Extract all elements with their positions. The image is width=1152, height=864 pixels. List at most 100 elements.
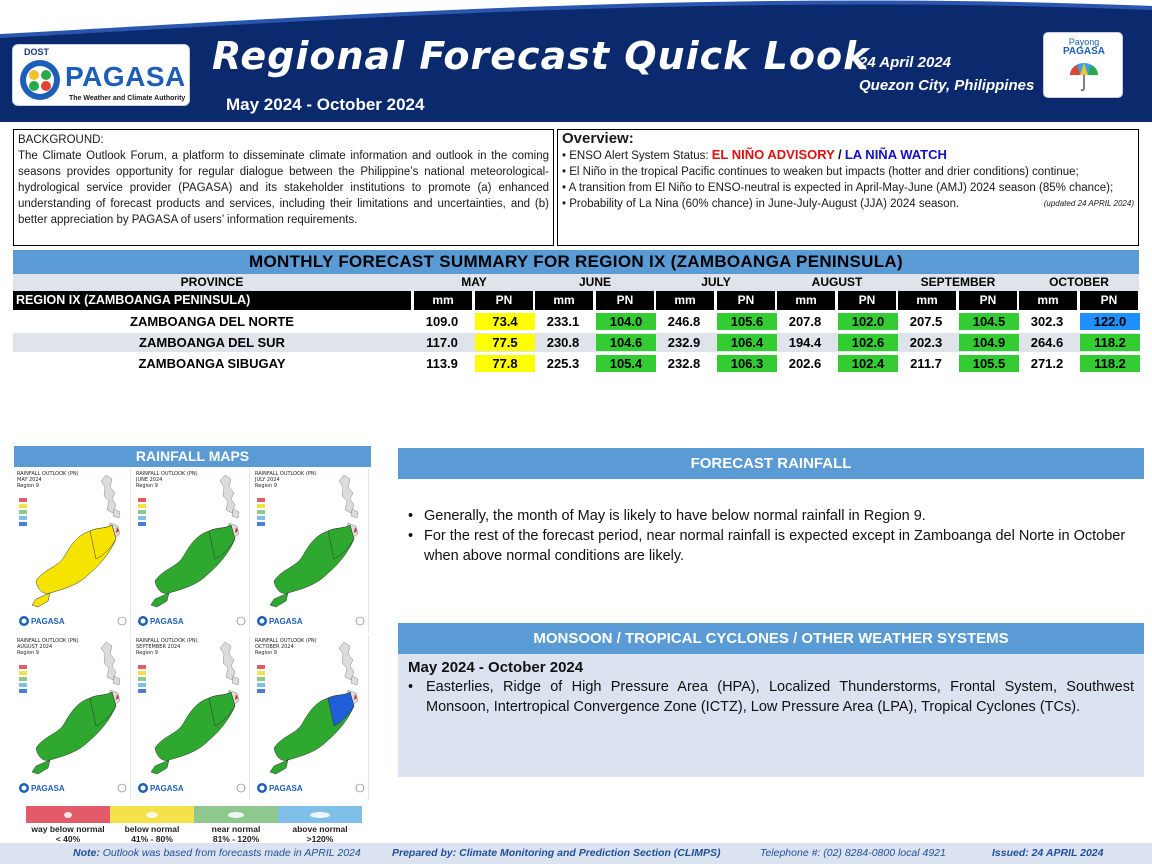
month-header: JUNE [578,275,611,289]
monsoon-list: Easterlies, Ridge of High Pressure Area … [408,678,1134,717]
map-title-text: RAINFALL OUTLOOK (PN) [136,471,198,477]
map-title: RAINFALL OUTLOOK (PN) JUNE 2024 Region 9 [136,471,198,489]
percent-normal-cell: 118.2 [1080,355,1140,372]
rainfall-mm-cell: 264.6 [1030,335,1064,350]
legend-label: below normal 41% - 80% [110,824,194,844]
legend-swatch [194,806,278,823]
province-name: ZAMBOANGA DEL SUR [139,335,285,350]
overview-box: Overview: • ENSO Alert System Status: EL… [557,129,1139,246]
footer: Note: Outlook was based from forecasts m… [0,843,1152,864]
month-header: JULY [701,275,731,289]
map-month: JULY 2024 [255,477,280,483]
map-month: MAY 2024 [17,477,42,483]
map-region: Region 9 [136,650,158,656]
province-name: ZAMBOANGA DEL NORTE [130,314,294,329]
overview-bullet: • A transition from El Niño to ENSO-neut… [562,182,1114,194]
list-item: Generally, the month of May is likely to… [408,506,1134,526]
bullet: • [562,150,570,162]
rainfall-map-panel: PAGASA RAINFALL OUTLOOK (PN) AUGUST 2024 Re… [14,636,131,800]
rainfall-mm-cell: 302.3 [1030,314,1064,329]
forecast-rainfall-list: Generally, the month of May is likely to… [408,506,1134,566]
forecast-rainfall-title: FORECAST RAINFALL [398,448,1144,479]
percent-normal-cell: 122.0 [1080,313,1140,330]
background-heading: BACKGROUND: [18,134,104,146]
telephone: Telephone #: (02) 8284-0800 local 4921 [760,847,946,859]
rainfall-mm-cell: 113.9 [426,356,458,371]
badge-line1: Payong [1068,37,1100,47]
legend-label: near normal 81% - 120% [194,824,278,844]
rainfall-mm-cell: 202.3 [909,335,943,350]
percent-normal-cell: 105.5 [959,355,1019,372]
rainfall-mm-cell: 194.4 [788,335,822,350]
forecast-period: May 2024 - October 2024 [226,95,425,114]
unit-pn-header: PN [717,291,775,310]
table-row: ZAMBOANGA SIBUGAY 113.9 77.8 225.3 105.4 232.… [13,354,1140,373]
page-title: Regional Forecast Quick Look [212,34,870,78]
map-title-text: RAINFALL OUTLOOK (PN) [17,638,79,644]
legend-swatch [278,806,362,823]
rainfall-mm-cell: 211.7 [910,356,942,371]
month-header: AUGUST [811,275,863,289]
enso-status-line: • ENSO Alert System Status: EL NIÑO ADVI… [562,147,1134,164]
overview-bullet: • El Niño in the tropical Pacific contin… [562,166,1079,178]
map-title-text: RAINFALL OUTLOOK (PN) [17,471,79,477]
monsoon-title: MONSOON / TROPICAL CYCLONES / OTHER WEAT… [398,623,1144,654]
map-title: RAINFALL OUTLOOK (PN) MAY 2024 Region 9 [17,471,79,489]
percent-normal-cell: 104.5 [959,313,1019,330]
map-title-text: RAINFALL OUTLOOK (PN) [136,638,198,644]
rainfall-map-panel: PAGASA RAINFALL OUTLOOK (PN) JUNE 2024 Regi… [133,469,250,633]
svg-text:PAGASA: PAGASA [150,784,184,793]
background-text: The Climate Outlook Forum, a platform to… [18,150,549,226]
svg-text:PAGASA: PAGASA [269,784,303,793]
enso-separator: / [838,147,842,162]
percent-normal-cell: 102.4 [838,355,898,372]
map-graphic: PAGASA [257,641,365,793]
rainfall-mm-cell: 109.0 [425,314,459,329]
svg-text:PAGASA: PAGASA [150,617,184,626]
map-month: JUNE 2024 [136,477,163,483]
header-banner: DOST PAGASA The Weather and Climate Auth… [0,0,1152,122]
unit-pn-header: PN [475,291,533,310]
percent-normal-cell: 106.3 [717,355,777,372]
cloud-icon [64,812,72,818]
rainfall-mm-cell: 230.8 [546,335,580,350]
footer-note: Note: Outlook was based from forecasts m… [73,844,361,862]
region-label: REGION IX (ZAMBOANGA PENINSULA) [13,291,411,310]
overview-bullet-text: A transition from El Niño to ENSO-neutra… [568,182,1114,194]
overview-bullet-text: El Niño in the tropical Pacific continue… [569,166,1079,178]
rainfall-mm-cell: 232.9 [667,335,701,350]
unit-mm-header: mm [777,291,835,310]
el-nino-advisory: EL NIÑO ADVISORY [711,147,835,162]
rainfall-mm-cell: 207.5 [909,314,943,329]
pagasa-emblem-icon [20,60,60,100]
rainfall-mm-cell: 225.3 [546,356,580,371]
map-region: Region 9 [255,483,277,489]
legend-range: < 40% [55,834,81,844]
percent-normal-cell: 77.5 [475,334,535,351]
percent-normal-cell: 104.0 [596,313,656,330]
legend-range: 41% - 80% [131,834,173,844]
overview-heading: Overview: [562,130,634,147]
logo-name: PAGASA [65,61,186,92]
background-box: BACKGROUND: The Climate Outlook Forum, a… [13,129,554,246]
rainfall-mm-cell: 233.1 [546,314,580,329]
province-header: PROVINCE [180,275,244,289]
rainfall-map-panel: PAGASA RAINFALL OUTLOOK (PN) OCTOBER 2024 R… [252,636,369,800]
note-label: Note: [73,847,100,859]
percent-normal-cell: 77.8 [475,355,535,372]
unit-mm-header: mm [535,291,593,310]
rainfall-mm-cell: 232.8 [667,356,701,371]
unit-pn-header: PN [959,291,1017,310]
unit-pn-header: PN [838,291,896,310]
rainfall-mm-cell: 207.8 [788,314,822,329]
map-region: Region 9 [17,483,39,489]
rainfall-mm-cell: 246.8 [667,314,701,329]
table-row: ZAMBOANGA DEL NORTE 109.0 73.4 233.1 104.0 24… [13,312,1140,331]
percent-normal-cell: 73.4 [475,313,535,330]
cloud-icon [310,812,330,818]
map-region: Region 9 [255,650,277,656]
map-region: Region 9 [17,650,39,656]
map-month: OCTOBER 2024 [255,644,294,650]
logo-tagline: The Weather and Climate Authority [69,95,186,102]
unit-mm-header: mm [414,291,472,310]
